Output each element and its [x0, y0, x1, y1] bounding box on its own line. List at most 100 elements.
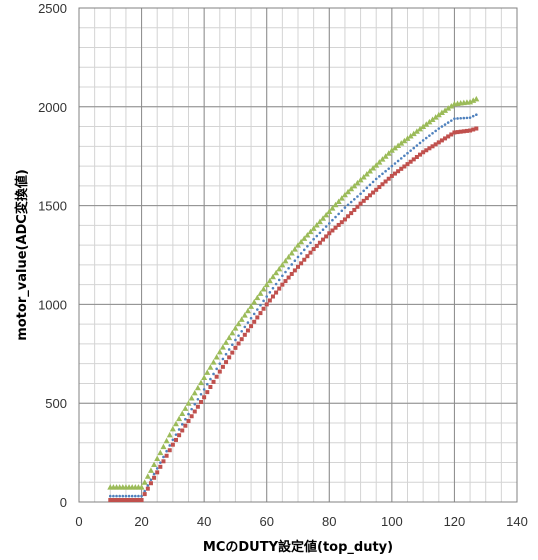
- data-point: [380, 182, 385, 187]
- data-point: [321, 237, 326, 242]
- data-point: [371, 190, 376, 195]
- data-point: [399, 157, 403, 160]
- data-point: [266, 277, 273, 284]
- data-point: [324, 225, 328, 228]
- data-point: [235, 320, 242, 327]
- data-point: [249, 324, 254, 329]
- data-point: [115, 494, 118, 498]
- data-point: [127, 494, 131, 498]
- data-point: [390, 164, 394, 168]
- data-point: [471, 127, 476, 132]
- data-point: [326, 208, 333, 215]
- data-point: [242, 332, 247, 337]
- data-point: [455, 130, 460, 135]
- data-point: [389, 173, 394, 178]
- data-point: [160, 443, 167, 450]
- data-point: [241, 312, 248, 318]
- data-point: [143, 489, 146, 493]
- data-point: [395, 142, 402, 149]
- data-point: [421, 139, 425, 142]
- data-point: [167, 448, 172, 453]
- data-point: [430, 144, 435, 149]
- data-point: [299, 252, 303, 255]
- data-point: [387, 167, 391, 170]
- data-point: [213, 353, 220, 360]
- data-point: [475, 113, 478, 117]
- data-point: [368, 183, 372, 187]
- data-point: [179, 410, 186, 416]
- data-point: [149, 478, 153, 482]
- data-point: [462, 116, 466, 120]
- data-point: [428, 134, 431, 137]
- data-point: [147, 467, 154, 473]
- data-point: [148, 481, 153, 486]
- data-point: [186, 418, 191, 423]
- data-point: [161, 459, 166, 464]
- data-point: [257, 290, 264, 296]
- x-tick-label: 60: [259, 514, 273, 529]
- data-point: [361, 198, 366, 203]
- data-point: [346, 214, 351, 219]
- data-point: [353, 197, 356, 201]
- data-point: [231, 343, 234, 347]
- data-point: [355, 204, 360, 209]
- data-point: [305, 254, 310, 259]
- data-point: [342, 217, 347, 222]
- y-tick-label: 1000: [38, 297, 67, 312]
- data-point: [323, 211, 330, 218]
- data-point: [202, 388, 206, 391]
- data-point: [117, 498, 122, 503]
- data-point: [385, 150, 392, 156]
- x-axis-tick-labels: 0 20 40 60 80 100 120 140: [75, 514, 527, 529]
- data-point: [249, 316, 253, 320]
- data-point: [159, 461, 162, 464]
- data-point: [452, 130, 457, 135]
- data-point: [446, 121, 450, 124]
- data-point: [246, 321, 250, 324]
- data-point: [343, 206, 347, 209]
- data-point: [316, 218, 323, 225]
- data-point: [151, 461, 158, 467]
- data-point: [158, 464, 163, 469]
- data-point: [127, 498, 132, 503]
- data-point: [399, 166, 404, 171]
- data-point: [273, 269, 280, 276]
- data-point: [363, 170, 370, 177]
- data-point: [130, 494, 134, 498]
- data-point: [334, 215, 337, 219]
- data-point: [437, 127, 441, 130]
- y-tick-label: 0: [60, 495, 67, 510]
- data-point: [138, 484, 145, 490]
- data-point: [398, 140, 405, 146]
- data-point: [374, 177, 378, 181]
- data-point: [407, 133, 414, 139]
- data-point: [443, 136, 448, 141]
- data-point: [216, 348, 223, 355]
- x-tick-label: 140: [506, 514, 528, 529]
- data-point: [212, 372, 215, 376]
- data-point: [427, 146, 432, 151]
- data-point: [256, 308, 259, 311]
- data-point: [453, 117, 456, 120]
- data-point: [166, 431, 173, 438]
- data-point: [154, 455, 161, 462]
- x-tick-label: 80: [322, 514, 336, 529]
- data-point: [205, 390, 210, 395]
- data-point: [364, 196, 369, 201]
- data-point: [201, 374, 208, 381]
- y-axis-tick-labels: 0 500 1000 1500 2000 2500: [38, 1, 67, 510]
- data-point: [403, 154, 406, 158]
- data-point: [315, 234, 319, 238]
- x-tick-label: 120: [444, 514, 466, 529]
- data-point: [295, 242, 301, 248]
- data-point: [332, 201, 339, 208]
- data-point: [329, 205, 336, 211]
- data-point: [473, 95, 480, 102]
- data-point: [321, 228, 325, 232]
- data-point: [209, 377, 212, 381]
- y-axis-title: motor_value(ADC変換値): [14, 169, 30, 341]
- series-square: [108, 126, 479, 503]
- data-point: [426, 118, 433, 125]
- data-point: [358, 201, 363, 206]
- data-point: [351, 182, 358, 189]
